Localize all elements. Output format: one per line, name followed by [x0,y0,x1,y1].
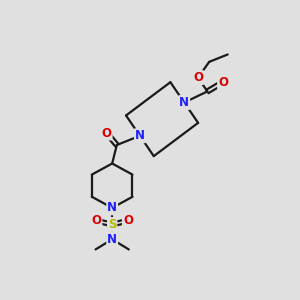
Text: N: N [107,233,117,246]
Text: N: N [107,201,117,214]
Text: O: O [123,214,133,227]
Text: N: N [135,129,145,142]
Text: O: O [92,214,101,227]
Text: O: O [102,127,112,140]
Text: S: S [108,218,116,231]
Text: O: O [218,76,228,89]
Text: N: N [179,96,189,109]
Text: O: O [193,71,203,84]
